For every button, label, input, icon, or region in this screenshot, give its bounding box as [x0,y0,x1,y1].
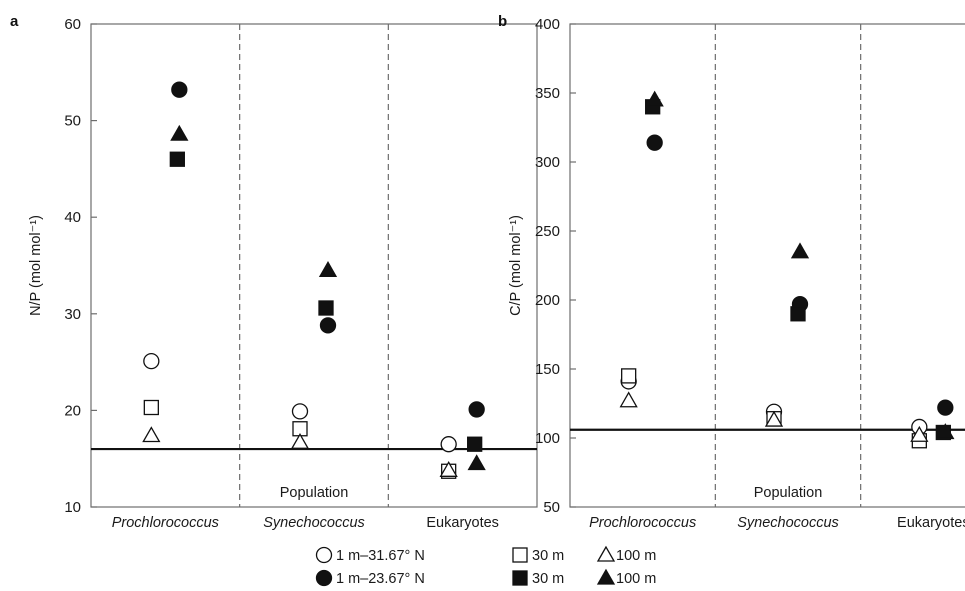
panel-a: 10 20 30 40 50 60 N/P (mol mol⁻¹) a Prochlorococ… [10,13,538,531]
x-axis-title: Population [754,485,823,501]
data-point-triangle-open [290,432,310,449]
data-point-square-open [143,399,159,416]
data-point-triangle-open [142,426,161,443]
data-point-circle-filled [937,399,954,416]
data-point-square-filled [169,151,185,167]
panel-b: 50 100 150 200 250 300 350 400 C/P (mol mol⁻¹) b P… [498,13,965,531]
plot-frame [569,23,965,508]
legend-marker-triangle-open [596,545,616,562]
data-point-triangle-filled [645,90,664,107]
y-tick-label: 40 [64,209,81,226]
data-point-square-filled [790,306,806,322]
data-point-circle-open [291,403,309,420]
data-point-circle-open [440,436,457,453]
y-tick-label: 400 [535,16,560,33]
data-point-triangle-open [619,391,638,408]
y-tick-label: 200 [535,292,560,309]
y-tick-label: 60 [64,16,81,33]
category-label: Synechococcus [263,515,365,531]
legend-label: 100 m [616,548,656,564]
x-axis-title: Population [280,485,349,501]
y-tick-label: 150 [535,361,560,378]
data-point-triangle-filled [318,261,338,277]
y-tick-label: 300 [535,154,560,171]
legend-marker-square-filled [512,570,528,586]
category-label: Prochlorococcus [589,515,696,531]
legend-label: 1 m–31.67° N [336,548,425,564]
y-tick-label: 20 [64,402,81,419]
y-tick-label: 350 [535,85,560,102]
data-point-circle-filled [319,317,337,334]
data-point-triangle-filled [790,242,810,259]
panel-letter: a [10,13,19,30]
legend-marker-triangle-filled [596,568,616,585]
data-point-triangle-filled [936,423,955,440]
y-tick-label: 50 [64,113,81,130]
legend: 1 m–31.67° N 30 m 100 m 1 m–23.67° N 30 m 100… [315,545,656,587]
y-tick-label: 10 [64,499,81,516]
legend-marker-circle-open [315,546,333,564]
category-label: Synechococcus [737,515,839,531]
y-tick-label: 50 [543,499,560,516]
data-point-circle-open [143,352,160,370]
data-point-square-open [621,368,637,384]
data-point-circle-filled [468,401,485,418]
legend-label: 100 m [616,571,656,587]
y-tick-label: 250 [535,223,560,240]
legend-marker-circle-filled [315,569,333,587]
category-label: Prochlorococcus [112,515,219,531]
legend-marker-square-open [512,547,528,563]
data-point-circle-filled [646,134,663,151]
data-point-square-filled [318,300,334,316]
legend-label: 30 m [532,548,564,564]
data-point-triangle-filled [170,124,189,141]
legend-label: 30 m [532,571,564,587]
data-point-triangle-filled [467,454,486,471]
category-label: Eukaryotes [897,515,965,531]
y-tick-label: 100 [535,430,560,447]
data-point-triangle-open [764,410,784,427]
data-point-triangle-open [910,425,929,442]
y-axis-title: N/P (mol mol⁻¹) [28,215,44,316]
y-tick-label: 30 [64,306,81,323]
panel-letter: b [498,13,507,30]
plot-frame [90,23,538,508]
data-point-circle-filled [171,81,188,98]
y-axis-title: C/P (mol mol⁻¹) [508,215,524,316]
data-point-square-filled [467,436,483,452]
category-label: Eukaryotes [426,515,499,531]
legend-label: 1 m–23.67° N [336,571,425,587]
data-point-triangle-open [439,460,458,477]
